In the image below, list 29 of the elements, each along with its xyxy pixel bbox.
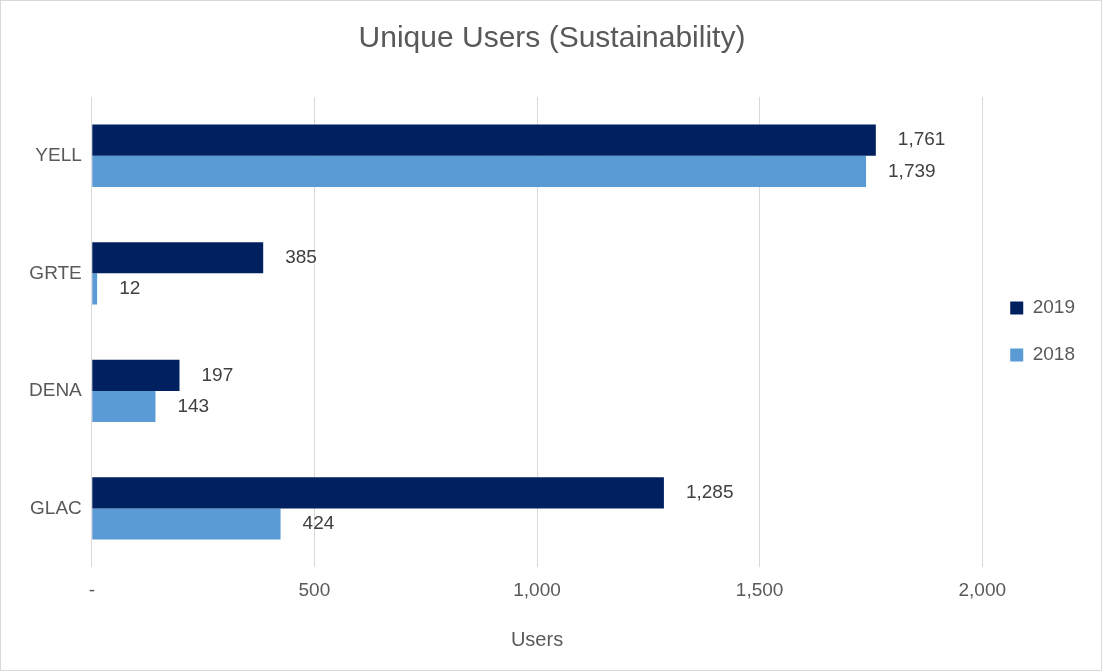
bar xyxy=(92,155,867,187)
bar xyxy=(92,359,180,391)
bar xyxy=(92,124,876,156)
bar xyxy=(92,242,264,274)
data-label: 385 xyxy=(285,245,317,267)
data-label: 1,285 xyxy=(685,481,734,503)
x-tick-label: 500 xyxy=(298,578,331,600)
x-tick-label: - xyxy=(88,578,95,600)
data-label: 143 xyxy=(177,394,210,416)
data-label: 197 xyxy=(201,363,234,385)
x-tick-label: 1,000 xyxy=(513,578,561,600)
data-label: 1,761 xyxy=(897,128,946,150)
data-label: 1,739 xyxy=(888,159,936,181)
x-tick-label: 2,000 xyxy=(958,578,1007,600)
y-tick-label: YELL xyxy=(35,144,82,166)
y-tick-label: GRTE xyxy=(29,261,82,283)
legend-label: 2018 xyxy=(1032,343,1076,365)
chart-title: Unique Users (Sustainability) xyxy=(358,20,746,54)
data-label: 424 xyxy=(302,512,335,534)
bar xyxy=(92,273,98,305)
x-axis-title: Users xyxy=(510,627,564,650)
data-label: 12 xyxy=(119,277,141,299)
bar xyxy=(92,390,156,423)
bar xyxy=(92,477,664,509)
x-tick-label: 1,500 xyxy=(735,578,784,600)
bar xyxy=(92,508,281,540)
y-tick-label: DENA xyxy=(28,379,83,401)
y-tick-label: GLAC xyxy=(30,496,82,518)
legend-label: 2019 xyxy=(1032,296,1076,318)
